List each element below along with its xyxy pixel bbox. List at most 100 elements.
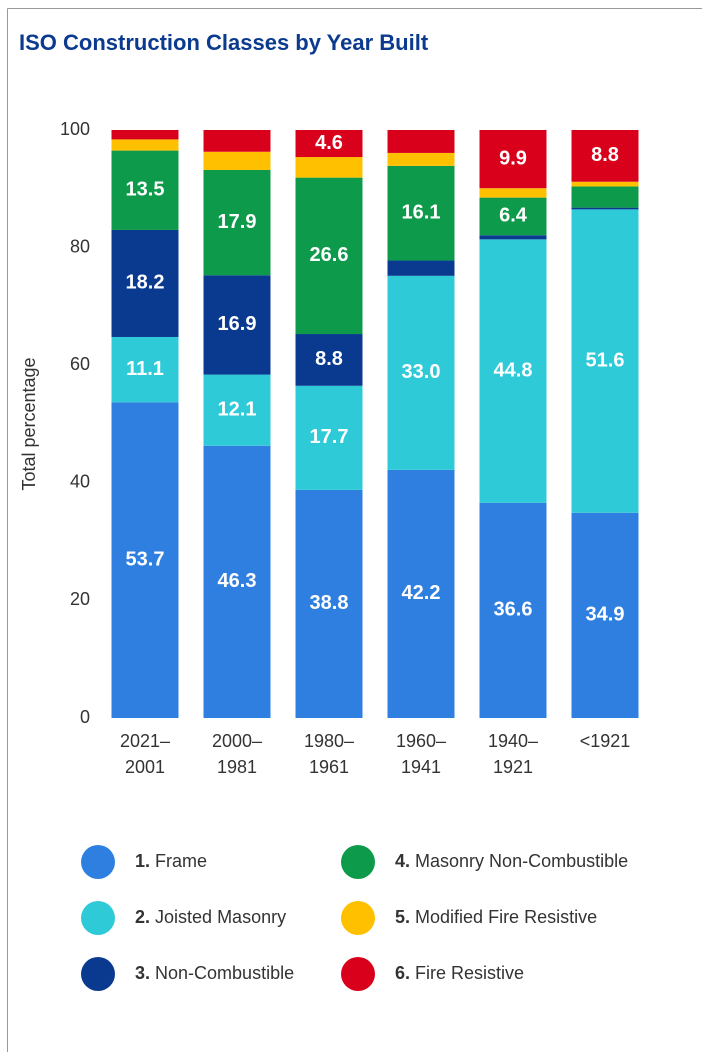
y-tick-label: 60 bbox=[70, 354, 90, 374]
x-tick-label: 1961 bbox=[309, 757, 349, 777]
data-label: 26.6 bbox=[310, 244, 349, 266]
y-tick-label: 40 bbox=[70, 472, 90, 492]
y-axis-label: Total percentage bbox=[19, 357, 39, 490]
x-tick-label: 1981 bbox=[217, 757, 257, 777]
data-label: 46.3 bbox=[218, 570, 257, 592]
bar-segment bbox=[571, 209, 639, 513]
bar-segment bbox=[387, 152, 455, 166]
legend-name: Modified Fire Resistive bbox=[415, 907, 597, 927]
bar-segment bbox=[111, 150, 179, 230]
bar-segment bbox=[111, 139, 179, 151]
data-label: 36.6 bbox=[494, 599, 533, 621]
legend-name: Frame bbox=[155, 851, 207, 871]
bar-segment bbox=[571, 181, 639, 187]
legend-entry: 4. Masonry Non-Combustible bbox=[395, 851, 628, 871]
bar-segment bbox=[571, 512, 639, 718]
legend-swatch bbox=[81, 901, 115, 935]
data-label: 17.9 bbox=[218, 211, 257, 233]
legend-key: 3. bbox=[135, 963, 150, 983]
legend-name: Fire Resistive bbox=[415, 963, 524, 983]
y-tick-label: 100 bbox=[60, 119, 90, 139]
bar-segment bbox=[203, 275, 271, 375]
legend-key: 6. bbox=[395, 963, 410, 983]
x-tick-label: <1921 bbox=[580, 731, 631, 751]
data-label: 16.1 bbox=[402, 201, 441, 223]
data-label: 17.7 bbox=[310, 426, 349, 448]
legend-swatch bbox=[81, 845, 115, 879]
data-label: 4.6 bbox=[315, 132, 343, 154]
bar-segment bbox=[479, 235, 547, 240]
bar-segment bbox=[295, 334, 363, 386]
bar-segment bbox=[295, 177, 363, 335]
bar-segment bbox=[203, 151, 271, 170]
bar-segment bbox=[111, 229, 179, 337]
legend-swatch bbox=[81, 957, 115, 991]
legend-swatch bbox=[341, 901, 375, 935]
legend-entry: 2. Joisted Masonry bbox=[135, 907, 286, 927]
bar-segment bbox=[571, 207, 639, 210]
bar-segment bbox=[387, 260, 455, 276]
data-label: 12.1 bbox=[218, 398, 257, 420]
data-label: 53.7 bbox=[126, 548, 165, 570]
bar-segment bbox=[571, 186, 639, 208]
bar-segment bbox=[479, 130, 547, 189]
bar-segment bbox=[571, 130, 639, 182]
y-tick-label: 80 bbox=[70, 236, 90, 256]
legend-swatch bbox=[341, 845, 375, 879]
x-tick-label: 2000– bbox=[212, 731, 262, 751]
data-label: 9.9 bbox=[499, 147, 527, 169]
bar-segment bbox=[203, 374, 271, 446]
data-label: 42.2 bbox=[402, 582, 441, 604]
bar-segment bbox=[111, 130, 179, 140]
bar-segment bbox=[111, 336, 179, 403]
data-label: 11.1 bbox=[126, 358, 164, 380]
x-tick-label: 1960– bbox=[396, 731, 446, 751]
bar-segment bbox=[295, 157, 363, 178]
bar-segment bbox=[387, 130, 455, 153]
legend-entry: 5. Modified Fire Resistive bbox=[395, 907, 597, 927]
bar-segment bbox=[111, 402, 179, 718]
data-label: 8.8 bbox=[591, 144, 619, 166]
data-label: 44.8 bbox=[494, 359, 533, 381]
bar-segment bbox=[479, 188, 547, 198]
x-tick-label: 1940– bbox=[488, 731, 538, 751]
legend-key: 1. bbox=[135, 851, 150, 871]
legend-entry: 6. Fire Resistive bbox=[395, 963, 524, 983]
data-label: 8.8 bbox=[315, 348, 343, 370]
data-label: 38.8 bbox=[310, 592, 349, 614]
data-label: 18.2 bbox=[126, 272, 165, 294]
bar-segment bbox=[479, 197, 547, 236]
legend-name: Non-Combustible bbox=[155, 963, 294, 983]
bar-segment bbox=[203, 445, 271, 718]
y-tick-label: 0 bbox=[80, 707, 90, 727]
x-tick-label: 1921 bbox=[493, 757, 533, 777]
y-tick-label: 20 bbox=[70, 589, 90, 609]
data-label: 6.4 bbox=[499, 205, 528, 227]
bar-segment bbox=[203, 169, 271, 276]
data-label: 13.5 bbox=[126, 179, 165, 201]
bar-segment bbox=[387, 165, 455, 261]
x-tick-label: 1941 bbox=[401, 757, 441, 777]
data-label: 16.9 bbox=[218, 313, 257, 335]
bar-segment bbox=[479, 502, 547, 718]
bar-segment bbox=[295, 130, 363, 158]
chart-title: ISO Construction Classes by Year Built bbox=[19, 30, 429, 55]
legend-swatch bbox=[341, 957, 375, 991]
legend-key: 5. bbox=[395, 907, 410, 927]
legend-entry: 1. Frame bbox=[135, 851, 207, 871]
bar-segment bbox=[295, 385, 363, 490]
bar-segment bbox=[387, 275, 455, 470]
x-tick-label: 1980– bbox=[304, 731, 354, 751]
data-label: 33.0 bbox=[402, 361, 441, 383]
legend-name: Masonry Non-Combustible bbox=[415, 851, 628, 871]
legend-entry: 3. Non-Combustible bbox=[135, 963, 294, 983]
bar-segment bbox=[387, 469, 455, 718]
legend-key: 4. bbox=[395, 851, 410, 871]
data-label: 51.6 bbox=[586, 349, 625, 371]
x-tick-label: 2001 bbox=[125, 757, 165, 777]
bar-segment bbox=[479, 239, 547, 503]
legend-name: Joisted Masonry bbox=[155, 907, 286, 927]
bar-segment bbox=[203, 130, 271, 152]
